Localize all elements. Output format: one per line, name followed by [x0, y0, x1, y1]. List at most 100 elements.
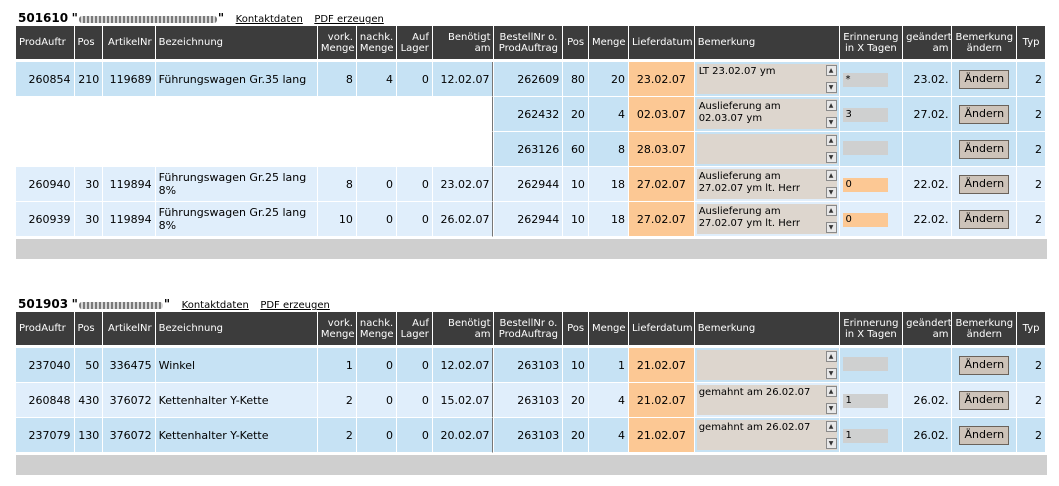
- cell-artikelnr: 336475: [103, 348, 155, 383]
- scroll-up-icon[interactable]: ▲: [825, 65, 837, 76]
- cell-artikelnr: 119689: [103, 62, 155, 97]
- cell-artikelnr: 376072: [103, 418, 155, 453]
- erinnerung-input[interactable]: [842, 356, 888, 371]
- scroll-down-icon[interactable]: ▼: [825, 403, 837, 414]
- col-header-label: in X Tagen: [844, 42, 897, 54]
- cell-menge: 4: [588, 383, 628, 418]
- col-header-label: Menge: [359, 42, 394, 54]
- erinnerung-input[interactable]: 1: [842, 428, 888, 443]
- col-header-label: Benötigt: [448, 317, 491, 329]
- cell-pos: 30: [74, 167, 103, 202]
- cell-lager: 0: [396, 348, 432, 383]
- aendern-button[interactable]: Ändern: [959, 139, 1010, 159]
- aendern-button[interactable]: Ändern: [959, 174, 1010, 194]
- col-header-artikelnr: ArtikelNr: [103, 312, 155, 345]
- cell-erinnerung: 0: [839, 167, 903, 202]
- kontaktdaten-link[interactable]: Kontaktdaten: [235, 14, 303, 25]
- erinnerung-input[interactable]: 0: [842, 212, 888, 227]
- cell-lager: [396, 132, 432, 167]
- erinnerung-input[interactable]: 0: [842, 177, 888, 192]
- col-header-label: Typ: [1022, 323, 1040, 334]
- erinnerung-input[interactable]: *: [842, 72, 888, 87]
- aendern-button[interactable]: Ändern: [959, 209, 1010, 229]
- bemerkung-textarea[interactable]: LT 23.02.07 ym ▲ ▼: [696, 64, 837, 94]
- cell-bestellnr: 262944: [494, 167, 563, 202]
- col-header-bestellnr: BestellNr o. ProdAuftrag: [494, 26, 563, 59]
- bemerkung-scrollbar[interactable]: ▲ ▼: [825, 99, 837, 129]
- scroll-up-icon[interactable]: ▲: [825, 351, 837, 362]
- bemerkung-text: gemahnt am 26.02.07: [698, 387, 811, 398]
- order-number: 501610: [18, 11, 69, 25]
- aendern-button[interactable]: Ändern: [959, 390, 1010, 410]
- col-header-label: Menge: [359, 328, 394, 340]
- bemerkung-scrollbar[interactable]: ▲ ▼: [825, 420, 837, 450]
- kontaktdaten-link[interactable]: Kontaktdaten: [181, 300, 249, 311]
- scroll-up-icon[interactable]: ▲: [825, 170, 837, 181]
- bemerkung-textarea[interactable]: gemahnt am 26.02.07 ▲ ▼: [696, 420, 837, 450]
- redacted-name: [78, 15, 217, 23]
- table-row: 262432 20 4 02.03.07 Auslieferung am 02.03.0…: [16, 97, 1045, 132]
- cell-bemerkung: Auslieferung am 27.02.07 ym lt. Herr ▲ ▼: [694, 202, 839, 237]
- cell-menge: 1: [588, 348, 628, 383]
- cell-vork: 8: [317, 167, 356, 202]
- pdf-erzeugen-link[interactable]: PDF erzeugen: [314, 14, 384, 25]
- aendern-button[interactable]: Ändern: [959, 69, 1010, 89]
- scroll-down-icon[interactable]: ▼: [825, 82, 837, 93]
- scroll-up-icon[interactable]: ▲: [825, 421, 837, 432]
- bemerkung-textarea[interactable]: Auslieferung am 02.03.07 ym ▲ ▼: [696, 99, 837, 129]
- table-body: 260854 210 119689 Führungswagen Gr.35 lang 8…: [16, 62, 1045, 237]
- quote-open: ": [71, 11, 78, 25]
- scroll-up-icon[interactable]: ▲: [825, 100, 837, 111]
- bemerkung-textarea[interactable]: Auslieferung am 27.02.07 ym lt. Herr ▲ ▼: [696, 204, 837, 234]
- aendern-button[interactable]: Ändern: [959, 104, 1010, 124]
- cell-bemerkung-aendern: Ändern: [952, 97, 1017, 132]
- pdf-erzeugen-link[interactable]: PDF erzeugen: [260, 300, 330, 311]
- col-header-label: Lieferdatum: [631, 37, 693, 48]
- bemerkung-scrollbar[interactable]: ▲ ▼: [825, 350, 837, 380]
- bemerkung-scrollbar[interactable]: ▲ ▼: [825, 204, 837, 234]
- bemerkung-scrollbar[interactable]: ▲ ▼: [825, 385, 837, 415]
- scroll-up-icon[interactable]: ▲: [825, 205, 837, 216]
- scroll-down-icon[interactable]: ▼: [825, 368, 837, 379]
- cell-bezeichnung: Winkel: [155, 348, 317, 383]
- cell-prodauftr: 260848: [16, 383, 74, 418]
- col-header-label: in X Tagen: [844, 328, 897, 340]
- scroll-down-icon[interactable]: ▼: [825, 222, 837, 233]
- scroll-down-icon[interactable]: ▼: [825, 187, 837, 198]
- aendern-button[interactable]: Ändern: [959, 355, 1010, 375]
- col-header-lieferdatum: Lieferdatum: [628, 312, 694, 345]
- cell-lieferdatum: 02.03.07: [628, 97, 694, 132]
- col-header-label: ProdAuftrag: [498, 42, 558, 54]
- cell-pos2: 20: [563, 97, 588, 132]
- scroll-down-icon[interactable]: ▼: [825, 438, 837, 449]
- erinnerung-input[interactable]: [842, 140, 888, 155]
- bemerkung-textarea[interactable]: ▲ ▼: [696, 134, 837, 164]
- bemerkung-textarea[interactable]: ▲ ▼: [696, 350, 837, 380]
- col-header-geaendert-am: geändert am: [903, 26, 952, 59]
- table-row: 260940 30 119894 Führungswagen Gr.25 lang 8…: [16, 167, 1045, 202]
- cell-bemerkung-aendern: Ändern: [952, 62, 1017, 97]
- scroll-down-icon[interactable]: ▼: [825, 117, 837, 128]
- cell-bestellnr: 263103: [494, 418, 563, 453]
- col-header-label: am: [932, 42, 949, 54]
- scroll-up-icon[interactable]: ▲: [825, 386, 837, 397]
- col-header-benoetigt-am: Benötigt am: [432, 312, 494, 345]
- cell-geaendert: 22.02.: [903, 167, 952, 202]
- cell-lager: 0: [396, 167, 432, 202]
- cell-pos2: 20: [563, 418, 588, 453]
- bemerkung-textarea[interactable]: gemahnt am 26.02.07 ▲ ▼: [696, 385, 837, 415]
- cell-lager: 0: [396, 418, 432, 453]
- bemerkung-scrollbar[interactable]: ▲ ▼: [825, 169, 837, 199]
- bemerkung-textarea[interactable]: Auslieferung am 27.02.07 ym lt. Herr ▲ ▼: [696, 169, 837, 199]
- col-header-label: Lager: [400, 42, 429, 54]
- bemerkung-scrollbar[interactable]: ▲ ▼: [825, 64, 837, 94]
- erinnerung-input[interactable]: 1: [842, 393, 888, 408]
- aendern-button[interactable]: Ändern: [959, 425, 1010, 445]
- col-header-label: BestellNr o.: [499, 317, 558, 329]
- scroll-up-icon[interactable]: ▲: [825, 135, 837, 146]
- erinnerung-input[interactable]: 3: [842, 107, 888, 122]
- scroll-down-icon[interactable]: ▼: [825, 152, 837, 163]
- cell-lieferdatum: 23.02.07: [628, 62, 694, 97]
- col-header-label: Menge: [591, 323, 626, 334]
- bemerkung-scrollbar[interactable]: ▲ ▼: [825, 134, 837, 164]
